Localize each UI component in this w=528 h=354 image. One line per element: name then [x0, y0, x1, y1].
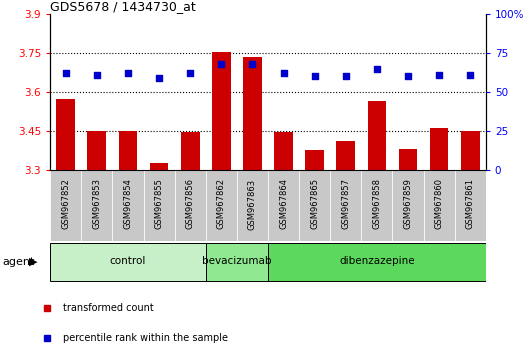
Bar — [119, 131, 137, 170]
Point — [279, 70, 288, 76]
Text: agent: agent — [3, 257, 35, 267]
Point — [248, 61, 257, 67]
Text: GSM967858: GSM967858 — [372, 178, 381, 229]
Bar — [212, 52, 231, 170]
Bar — [268, 243, 486, 281]
Point — [342, 74, 350, 79]
Text: GSM967855: GSM967855 — [155, 178, 164, 229]
Bar — [56, 98, 75, 170]
Bar — [206, 243, 268, 281]
Bar — [268, 170, 299, 241]
Bar — [274, 132, 293, 170]
Text: GSM967853: GSM967853 — [92, 178, 101, 229]
Text: ▶: ▶ — [29, 257, 37, 267]
Point — [466, 72, 475, 78]
Bar — [361, 170, 392, 241]
Bar — [423, 170, 455, 241]
Point — [61, 70, 70, 76]
Bar — [430, 129, 448, 170]
Bar — [392, 170, 423, 241]
Bar — [455, 170, 486, 241]
Point — [217, 61, 225, 67]
Bar — [336, 141, 355, 170]
Bar — [175, 170, 206, 241]
Bar — [330, 170, 361, 241]
Bar — [243, 57, 262, 170]
Text: bevacizumab: bevacizumab — [202, 256, 271, 266]
Point — [124, 70, 132, 76]
Text: GDS5678 / 1434730_at: GDS5678 / 1434730_at — [50, 0, 196, 13]
Bar — [81, 170, 112, 241]
Point — [155, 75, 163, 81]
Bar — [112, 170, 144, 241]
Bar — [461, 131, 479, 170]
Point — [186, 70, 194, 76]
Text: GSM967856: GSM967856 — [186, 178, 195, 229]
Text: GSM967861: GSM967861 — [466, 178, 475, 229]
Point — [92, 72, 101, 78]
Text: GSM967860: GSM967860 — [435, 178, 444, 229]
Text: GSM967852: GSM967852 — [61, 178, 70, 229]
Bar — [305, 150, 324, 170]
Text: GSM967864: GSM967864 — [279, 178, 288, 229]
Bar — [150, 164, 168, 170]
Bar — [181, 132, 200, 170]
Bar — [399, 149, 417, 170]
Bar — [144, 170, 175, 241]
Text: control: control — [110, 256, 146, 266]
Text: GSM967862: GSM967862 — [217, 178, 226, 229]
Point — [404, 74, 412, 79]
Text: GSM967859: GSM967859 — [403, 178, 412, 229]
Point — [435, 72, 444, 78]
Text: GSM967854: GSM967854 — [124, 178, 133, 229]
Bar — [367, 101, 386, 170]
Bar — [237, 170, 268, 241]
Point — [310, 74, 319, 79]
Text: transformed count: transformed count — [63, 303, 154, 313]
Text: percentile rank within the sample: percentile rank within the sample — [63, 333, 228, 343]
Bar — [50, 170, 81, 241]
Bar — [88, 131, 106, 170]
Text: GSM967865: GSM967865 — [310, 178, 319, 229]
Text: GSM967863: GSM967863 — [248, 178, 257, 229]
Point — [373, 66, 381, 72]
Bar — [299, 170, 330, 241]
Text: dibenzazepine: dibenzazepine — [339, 256, 414, 266]
Text: GSM967857: GSM967857 — [341, 178, 350, 229]
Bar — [50, 243, 206, 281]
Bar — [206, 170, 237, 241]
